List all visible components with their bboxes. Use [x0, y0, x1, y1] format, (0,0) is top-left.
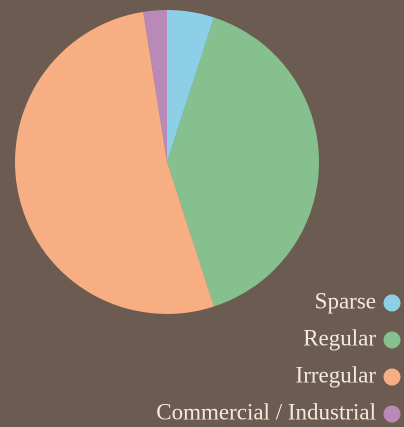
legend-label: Regular: [303, 325, 376, 350]
pie-slice: [167, 10, 214, 162]
pie-slice: [143, 10, 167, 162]
legend-label: Sparse: [315, 288, 376, 313]
pie-slice: [14, 11, 214, 315]
legend-swatch: [383, 294, 401, 312]
legend-swatch: [383, 331, 401, 349]
legend-label: Irregular: [296, 362, 377, 387]
pie-slice: [167, 17, 319, 307]
legend-swatch: [383, 405, 401, 423]
legend-label: Commercial / Industrial: [156, 399, 376, 424]
legend-swatch: [383, 368, 401, 386]
